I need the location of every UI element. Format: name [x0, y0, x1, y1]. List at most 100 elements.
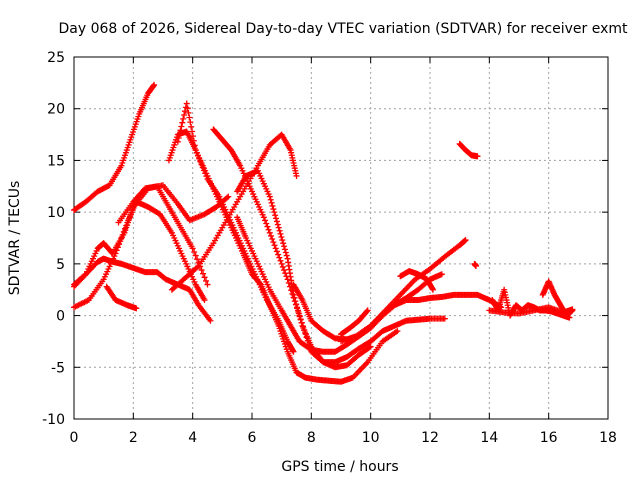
- data-point: [364, 307, 371, 314]
- data-point: [116, 241, 123, 248]
- data-point: [273, 215, 280, 222]
- data-point: [268, 199, 275, 206]
- data-point: [429, 286, 436, 293]
- series-track-e: [103, 283, 140, 312]
- x-tick-label: 18: [599, 430, 617, 446]
- series-track-n: [338, 237, 469, 345]
- data-point: [189, 128, 196, 135]
- data-point: [118, 235, 125, 241]
- data-point: [290, 291, 297, 298]
- data-point: [194, 256, 201, 263]
- data-point: [178, 123, 185, 130]
- data-point: [277, 230, 284, 237]
- data-point: [293, 301, 300, 308]
- data-point: [276, 254, 283, 261]
- series-track-p: [397, 268, 436, 293]
- series-track-f: [115, 183, 211, 288]
- data-point: [441, 315, 448, 322]
- data-point: [367, 343, 374, 350]
- series-track-q: [456, 140, 481, 160]
- series-track-o: [338, 307, 371, 338]
- x-tick-label: 12: [421, 430, 439, 446]
- data-point: [472, 262, 479, 269]
- data-point: [204, 281, 211, 288]
- data-point: [275, 224, 282, 231]
- x-tick-label: 8: [307, 430, 316, 446]
- data-point: [290, 348, 297, 355]
- data-point: [266, 229, 273, 236]
- axis-ticks: 0 2 4 6 8 10 12 14 16 18 25 20 15 10 5 0 -5 -10: [42, 50, 617, 446]
- data-point: [179, 119, 186, 126]
- data-points: [71, 81, 576, 385]
- data-point: [183, 100, 190, 107]
- data-point: [187, 119, 194, 126]
- y-tick-label: -5: [51, 360, 65, 376]
- data-point: [207, 317, 214, 324]
- series-track-g: [168, 131, 300, 293]
- x-tick-label: 16: [540, 430, 558, 446]
- data-point: [257, 280, 264, 287]
- series-track-a: [71, 81, 158, 214]
- data-point: [394, 328, 401, 335]
- data-point: [273, 218, 280, 225]
- data-point: [278, 260, 285, 267]
- data-point: [438, 271, 445, 278]
- data-point: [81, 272, 88, 279]
- data-point: [225, 193, 232, 200]
- y-tick-label: 5: [56, 257, 65, 273]
- data-point: [263, 220, 270, 227]
- data-point: [185, 109, 192, 116]
- data-point: [189, 133, 196, 140]
- data-point: [269, 202, 276, 209]
- series-track-i: [165, 128, 401, 385]
- data-point: [186, 114, 193, 121]
- data-point: [282, 249, 289, 256]
- data-point: [279, 263, 286, 270]
- data-point: [262, 217, 269, 224]
- data-point: [189, 245, 196, 252]
- data-point: [203, 277, 210, 284]
- plot-frame: [73, 56, 609, 420]
- data-point: [192, 252, 199, 259]
- data-point: [269, 236, 276, 243]
- series-track-r: [471, 260, 479, 269]
- data-point: [292, 298, 299, 305]
- data-point: [273, 248, 280, 255]
- data-point: [200, 270, 207, 277]
- data-point: [184, 105, 191, 112]
- data-point: [117, 238, 124, 245]
- data-point: [272, 245, 279, 252]
- x-axis-label: GPS time / hours: [281, 459, 398, 475]
- data-point: [271, 242, 278, 249]
- data-point: [133, 305, 140, 312]
- data-point: [201, 297, 208, 304]
- data-point: [114, 244, 121, 251]
- data-point: [112, 250, 119, 257]
- data-point: [297, 316, 304, 323]
- y-tick-label: -10: [42, 412, 65, 428]
- data-point: [224, 194, 231, 201]
- series-track-k: [234, 167, 448, 366]
- data-point: [270, 206, 277, 213]
- data-point: [474, 153, 481, 160]
- data-point: [275, 251, 282, 258]
- data-point: [266, 193, 273, 200]
- y-tick-label: 20: [47, 102, 65, 118]
- y-axis-label: SDTVAR / TECUs: [7, 181, 23, 296]
- series-track-d: [71, 198, 208, 311]
- data-point: [181, 108, 188, 115]
- data-point: [260, 214, 267, 221]
- data-point: [267, 232, 274, 239]
- data-point: [366, 344, 373, 351]
- data-point: [181, 112, 188, 119]
- data-point: [180, 115, 187, 122]
- data-point: [151, 81, 158, 88]
- data-point: [120, 228, 127, 235]
- data-point: [281, 243, 288, 250]
- data-point: [294, 304, 301, 311]
- chart-title: Day 068 of 2026, Sidereal Day-to-day VTE…: [59, 21, 629, 37]
- data-point: [191, 248, 198, 255]
- y-tick-label: 25: [47, 50, 65, 66]
- data-point: [276, 227, 283, 234]
